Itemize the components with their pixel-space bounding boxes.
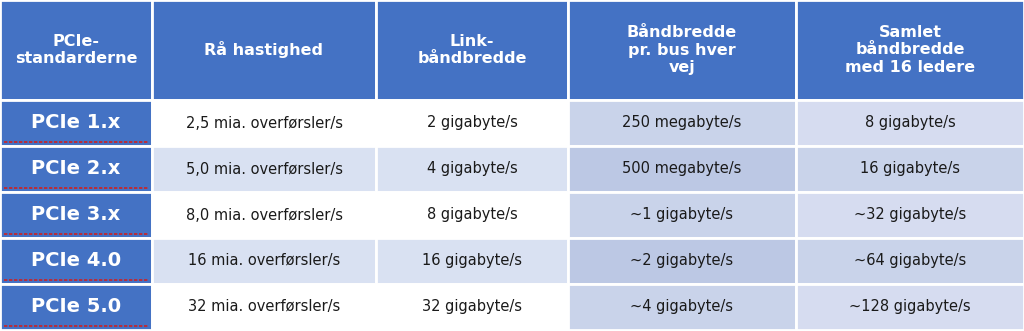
Bar: [796, 238, 1024, 284]
Text: 16 mia. overførsler/s: 16 mia. overførsler/s: [187, 254, 340, 268]
Text: PCIe 5.0: PCIe 5.0: [31, 298, 121, 316]
Text: 16 gigabyte/s: 16 gigabyte/s: [860, 162, 961, 176]
Text: 16 gigabyte/s: 16 gigabyte/s: [422, 254, 522, 268]
Bar: [568, 284, 796, 330]
Bar: [0, 284, 152, 330]
Text: 5,0 mia. overførsler/s: 5,0 mia. overførsler/s: [185, 162, 342, 176]
Text: Link-
båndbredde: Link- båndbredde: [417, 34, 526, 66]
Bar: [568, 0, 796, 100]
Bar: [568, 238, 796, 284]
Text: 32 mia. overførsler/s: 32 mia. overførsler/s: [187, 300, 340, 314]
Bar: [152, 146, 376, 192]
Bar: [796, 284, 1024, 330]
Text: Samlet
båndbredde
med 16 ledere: Samlet båndbredde med 16 ledere: [845, 25, 975, 75]
Bar: [0, 0, 152, 100]
Bar: [796, 146, 1024, 192]
Bar: [376, 100, 568, 146]
Bar: [376, 0, 568, 100]
Bar: [796, 0, 1024, 100]
Text: 8,0 mia. overførsler/s: 8,0 mia. overførsler/s: [185, 208, 342, 222]
Text: ~64 gigabyte/s: ~64 gigabyte/s: [854, 254, 966, 268]
Bar: [152, 0, 376, 100]
Bar: [376, 238, 568, 284]
Text: 8 gigabyte/s: 8 gigabyte/s: [427, 208, 517, 222]
Text: Båndbredde
pr. bus hver
vej: Båndbredde pr. bus hver vej: [627, 25, 737, 75]
Bar: [0, 192, 152, 238]
Bar: [0, 238, 152, 284]
Text: 500 megabyte/s: 500 megabyte/s: [623, 162, 741, 176]
Text: 32 gigabyte/s: 32 gigabyte/s: [422, 300, 522, 314]
Bar: [376, 146, 568, 192]
Bar: [376, 284, 568, 330]
Text: PCIe 1.x: PCIe 1.x: [32, 114, 121, 132]
Bar: [796, 100, 1024, 146]
Bar: [152, 284, 376, 330]
Text: ~1 gigabyte/s: ~1 gigabyte/s: [631, 208, 733, 222]
Text: Rå hastighed: Rå hastighed: [205, 41, 324, 59]
Text: PCIe 3.x: PCIe 3.x: [32, 206, 121, 224]
Bar: [152, 238, 376, 284]
Text: 2 gigabyte/s: 2 gigabyte/s: [427, 116, 517, 130]
Bar: [568, 100, 796, 146]
Text: PCIe 2.x: PCIe 2.x: [32, 160, 121, 178]
Text: ~4 gigabyte/s: ~4 gigabyte/s: [631, 300, 733, 314]
Text: PCIe 4.0: PCIe 4.0: [31, 252, 121, 270]
Bar: [152, 192, 376, 238]
Bar: [796, 192, 1024, 238]
Bar: [0, 100, 152, 146]
Text: ~32 gigabyte/s: ~32 gigabyte/s: [854, 208, 966, 222]
Text: 8 gigabyte/s: 8 gigabyte/s: [864, 116, 955, 130]
Text: PCIe-
standarderne: PCIe- standarderne: [14, 34, 137, 66]
Bar: [568, 192, 796, 238]
Bar: [152, 100, 376, 146]
Bar: [568, 146, 796, 192]
Bar: [376, 192, 568, 238]
Bar: [0, 146, 152, 192]
Text: 4 gigabyte/s: 4 gigabyte/s: [427, 162, 517, 176]
Text: ~128 gigabyte/s: ~128 gigabyte/s: [849, 300, 971, 314]
Text: ~2 gigabyte/s: ~2 gigabyte/s: [631, 254, 733, 268]
Text: 2,5 mia. overførsler/s: 2,5 mia. overførsler/s: [185, 116, 342, 130]
Text: 250 megabyte/s: 250 megabyte/s: [623, 116, 741, 130]
